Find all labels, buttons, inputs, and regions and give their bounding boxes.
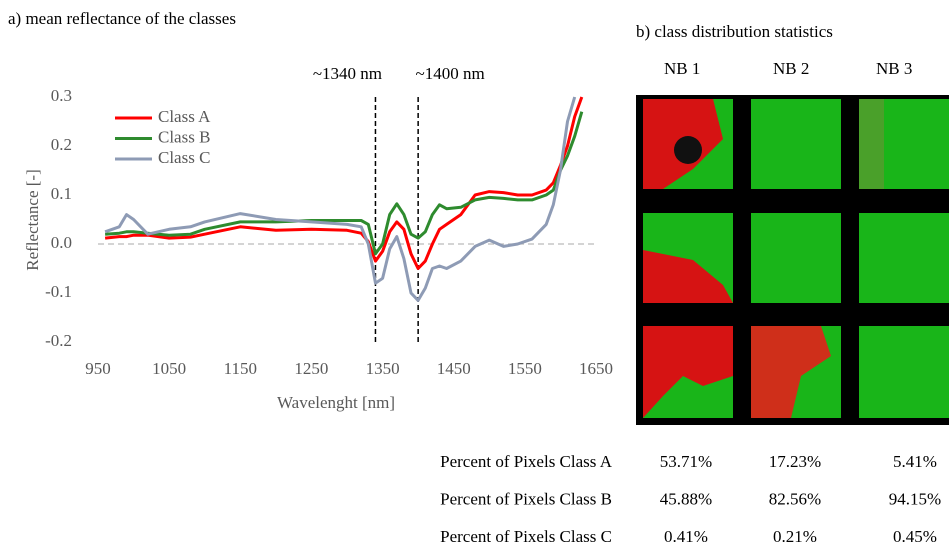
y-tick-label: 0.1 [51, 184, 72, 203]
table-cell: 0.41% [664, 527, 708, 546]
image-cell [751, 99, 841, 189]
y-tick-label: -0.1 [45, 282, 72, 301]
image-region [859, 99, 884, 189]
row-label: Percent of Pixels Class B [440, 489, 612, 508]
x-tick-label: 1550 [508, 359, 542, 378]
table-cell: 82.56% [769, 489, 821, 508]
panel-title: b) class distribution statistics [636, 22, 833, 41]
x-axis-label: Wavelenght [nm] [277, 393, 395, 412]
legend-label: Class C [158, 148, 210, 167]
y-tick-label: 0.0 [51, 233, 72, 252]
table-cell: 53.71% [660, 452, 712, 471]
table-cell: 0.21% [773, 527, 817, 546]
y-axis-label: Reflectance [-] [23, 169, 42, 270]
annotation-label: ~1400 nm [416, 64, 485, 83]
annotation-label: ~1340 nm [313, 64, 382, 83]
y-tick-label: 0.2 [51, 135, 72, 154]
legend-label: Class A [158, 107, 211, 126]
table-cell: 17.23% [769, 452, 821, 471]
y-tick-label: -0.2 [45, 331, 72, 350]
legend-label: Class B [158, 127, 210, 146]
chart-title: a) mean reflectance of the classes [8, 9, 236, 28]
x-tick-label: 1650 [579, 359, 613, 378]
table-cell: 94.15% [889, 489, 941, 508]
y-tick-label: 0.3 [51, 86, 72, 105]
x-tick-label: 1050 [152, 359, 186, 378]
row-label: Percent of Pixels Class C [440, 527, 612, 546]
figure: a) mean reflectance of the classes Wavel… [0, 0, 949, 550]
column-label: NB 2 [773, 59, 809, 78]
x-tick-label: 1150 [224, 359, 257, 378]
row-label: Percent of Pixels Class A [440, 452, 613, 471]
column-label: NB 1 [664, 59, 700, 78]
table-cell: 0.45% [893, 527, 937, 546]
image-cell [751, 213, 841, 303]
x-tick-label: 1250 [294, 359, 328, 378]
x-tick-label: 1350 [366, 359, 400, 378]
image-grid [636, 95, 949, 425]
image-cell [859, 326, 949, 418]
page: a) mean reflectance of the classes Wavel… [0, 0, 949, 550]
image-cell [859, 213, 949, 303]
x-tick-label: 950 [85, 359, 111, 378]
table-cell: 5.41% [893, 452, 937, 471]
x-tick-label: 1450 [437, 359, 471, 378]
image-region [674, 136, 702, 164]
table-cell: 45.88% [660, 489, 712, 508]
column-label: NB 3 [876, 59, 912, 78]
